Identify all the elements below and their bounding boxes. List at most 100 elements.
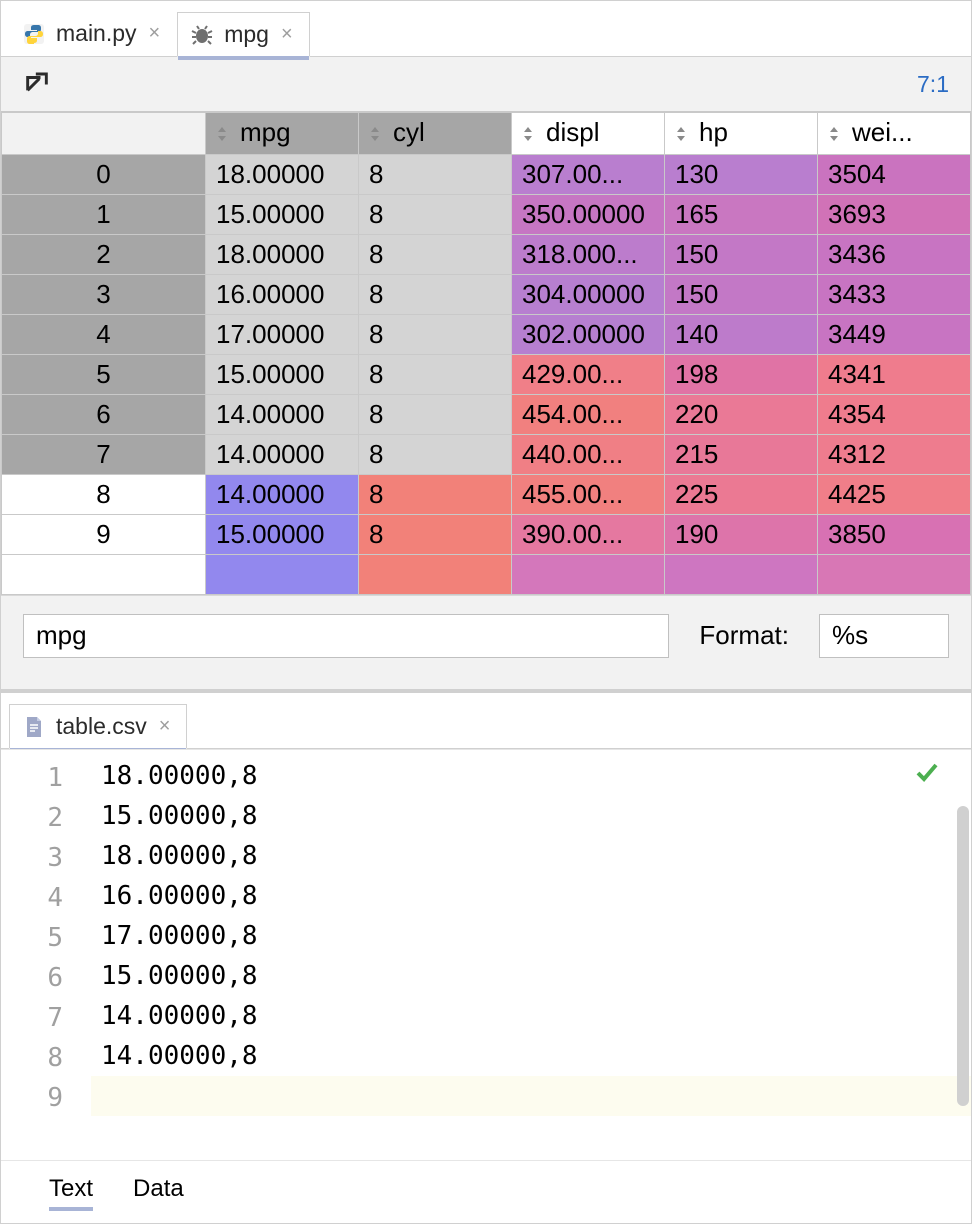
cell[interactable]: 15.00000 xyxy=(206,354,359,394)
cell[interactable]: 4354 xyxy=(818,394,971,434)
cell[interactable]: 8 xyxy=(359,234,512,274)
cell[interactable]: 4312 xyxy=(818,434,971,474)
cell[interactable]: 18.00000 xyxy=(206,234,359,274)
table-row[interactable]: 915.000008390.00...1903850 xyxy=(2,514,971,554)
vertical-scrollbar[interactable] xyxy=(957,806,969,1106)
cell[interactable]: 307.00... xyxy=(512,154,665,194)
cell[interactable]: 4341 xyxy=(818,354,971,394)
editor-line[interactable]: 16.00000,8 xyxy=(91,876,971,916)
cell[interactable]: 8 xyxy=(359,154,512,194)
sort-icon[interactable] xyxy=(216,119,230,150)
cell[interactable]: 8 xyxy=(359,194,512,234)
row-index[interactable]: 9 xyxy=(2,514,206,554)
cell[interactable]: 3850 xyxy=(818,514,971,554)
cell[interactable]: 215 xyxy=(665,434,818,474)
row-index[interactable]: 7 xyxy=(2,434,206,474)
cell[interactable]: 8 xyxy=(359,514,512,554)
sort-icon[interactable] xyxy=(522,119,536,150)
cell[interactable]: 165 xyxy=(665,194,818,234)
cell[interactable]: 15.00000 xyxy=(206,194,359,234)
editor-line[interactable]: 17.00000,8 xyxy=(91,916,971,956)
cell[interactable]: 8 xyxy=(359,314,512,354)
column-header[interactable]: wei... xyxy=(818,113,971,155)
close-icon[interactable]: × xyxy=(279,23,295,46)
row-index[interactable]: 5 xyxy=(2,354,206,394)
row-index[interactable]: 4 xyxy=(2,314,206,354)
cell[interactable]: 150 xyxy=(665,274,818,314)
row-index[interactable]: 8 xyxy=(2,474,206,514)
column-header[interactable]: hp xyxy=(665,113,818,155)
file-tab[interactable]: main.py× xyxy=(9,11,177,56)
cell[interactable]: 302.00000 xyxy=(512,314,665,354)
column-header[interactable]: mpg xyxy=(206,113,359,155)
cell[interactable]: 304.00000 xyxy=(512,274,665,314)
cell[interactable]: 440.00... xyxy=(512,434,665,474)
table-row[interactable]: 515.000008429.00...1984341 xyxy=(2,354,971,394)
row-index[interactable]: 1 xyxy=(2,194,206,234)
cell[interactable]: 3449 xyxy=(818,314,971,354)
row-index[interactable]: 2 xyxy=(2,234,206,274)
editor-area[interactable]: 123456789 18.00000,815.00000,818.00000,8… xyxy=(1,749,971,1160)
table-row[interactable]: 018.000008307.00...1303504 xyxy=(2,154,971,194)
editor-line[interactable]: 15.00000,8 xyxy=(91,956,971,996)
mode-tab[interactable]: Text xyxy=(49,1175,93,1211)
cell[interactable]: 8 xyxy=(359,354,512,394)
close-icon[interactable]: × xyxy=(147,22,163,45)
cell[interactable]: 16.00000 xyxy=(206,274,359,314)
dataframe-table[interactable]: mpgcyldisplhpwei...018.000008307.00...13… xyxy=(1,111,971,595)
editor-line[interactable]: 15.00000,8 xyxy=(91,796,971,836)
popout-icon[interactable] xyxy=(23,67,51,101)
editor-line[interactable]: 18.00000,8 xyxy=(91,836,971,876)
index-header[interactable] xyxy=(2,113,206,155)
format-input[interactable] xyxy=(819,614,949,658)
cell[interactable]: 454.00... xyxy=(512,394,665,434)
cell[interactable]: 140 xyxy=(665,314,818,354)
table-row[interactable]: 714.000008440.00...2154312 xyxy=(2,434,971,474)
editor-line[interactable]: 18.00000,8 xyxy=(91,756,971,796)
cell[interactable]: 225 xyxy=(665,474,818,514)
table-row[interactable]: 814.000008455.00...2254425 xyxy=(2,474,971,514)
cell[interactable]: 4425 xyxy=(818,474,971,514)
cell[interactable]: 130 xyxy=(665,154,818,194)
sort-icon[interactable] xyxy=(828,119,842,150)
cell[interactable]: 198 xyxy=(665,354,818,394)
cell[interactable]: 318.000... xyxy=(512,234,665,274)
cell[interactable]: 190 xyxy=(665,514,818,554)
file-tab[interactable]: mpg× xyxy=(177,12,309,57)
cell[interactable]: 429.00... xyxy=(512,354,665,394)
cell[interactable]: 14.00000 xyxy=(206,394,359,434)
cell[interactable]: 14.00000 xyxy=(206,474,359,514)
cell[interactable]: 3436 xyxy=(818,234,971,274)
column-header[interactable]: cyl xyxy=(359,113,512,155)
editor-line[interactable]: 14.00000,8 xyxy=(91,1036,971,1076)
file-tab[interactable]: table.csv× xyxy=(9,704,187,749)
cell[interactable]: 150 xyxy=(665,234,818,274)
cell[interactable]: 8 xyxy=(359,394,512,434)
table-row[interactable]: 614.000008454.00...2204354 xyxy=(2,394,971,434)
cell[interactable]: 3504 xyxy=(818,154,971,194)
cell[interactable]: 17.00000 xyxy=(206,314,359,354)
cell[interactable]: 8 xyxy=(359,474,512,514)
cell[interactable]: 8 xyxy=(359,274,512,314)
editor-line[interactable]: 14.00000,8 xyxy=(91,996,971,1036)
column-header[interactable]: displ xyxy=(512,113,665,155)
sort-icon[interactable] xyxy=(369,119,383,150)
cell[interactable]: 455.00... xyxy=(512,474,665,514)
row-index[interactable]: 6 xyxy=(2,394,206,434)
cell[interactable]: 390.00... xyxy=(512,514,665,554)
mode-tab[interactable]: Data xyxy=(133,1175,184,1211)
close-icon[interactable]: × xyxy=(157,715,173,738)
variable-name-input[interactable] xyxy=(23,614,669,658)
cell[interactable]: 220 xyxy=(665,394,818,434)
row-index[interactable]: 3 xyxy=(2,274,206,314)
editor-line[interactable] xyxy=(91,1076,971,1116)
sort-icon[interactable] xyxy=(675,119,689,150)
table-row[interactable]: 115.000008350.000001653693 xyxy=(2,194,971,234)
cell[interactable]: 14.00000 xyxy=(206,434,359,474)
table-row[interactable]: 417.000008302.000001403449 xyxy=(2,314,971,354)
cell[interactable]: 3433 xyxy=(818,274,971,314)
table-row[interactable]: 218.000008318.000...1503436 xyxy=(2,234,971,274)
cell[interactable]: 3693 xyxy=(818,194,971,234)
editor-body[interactable]: 18.00000,815.00000,818.00000,816.00000,8… xyxy=(91,750,971,1160)
table-row[interactable]: 316.000008304.000001503433 xyxy=(2,274,971,314)
